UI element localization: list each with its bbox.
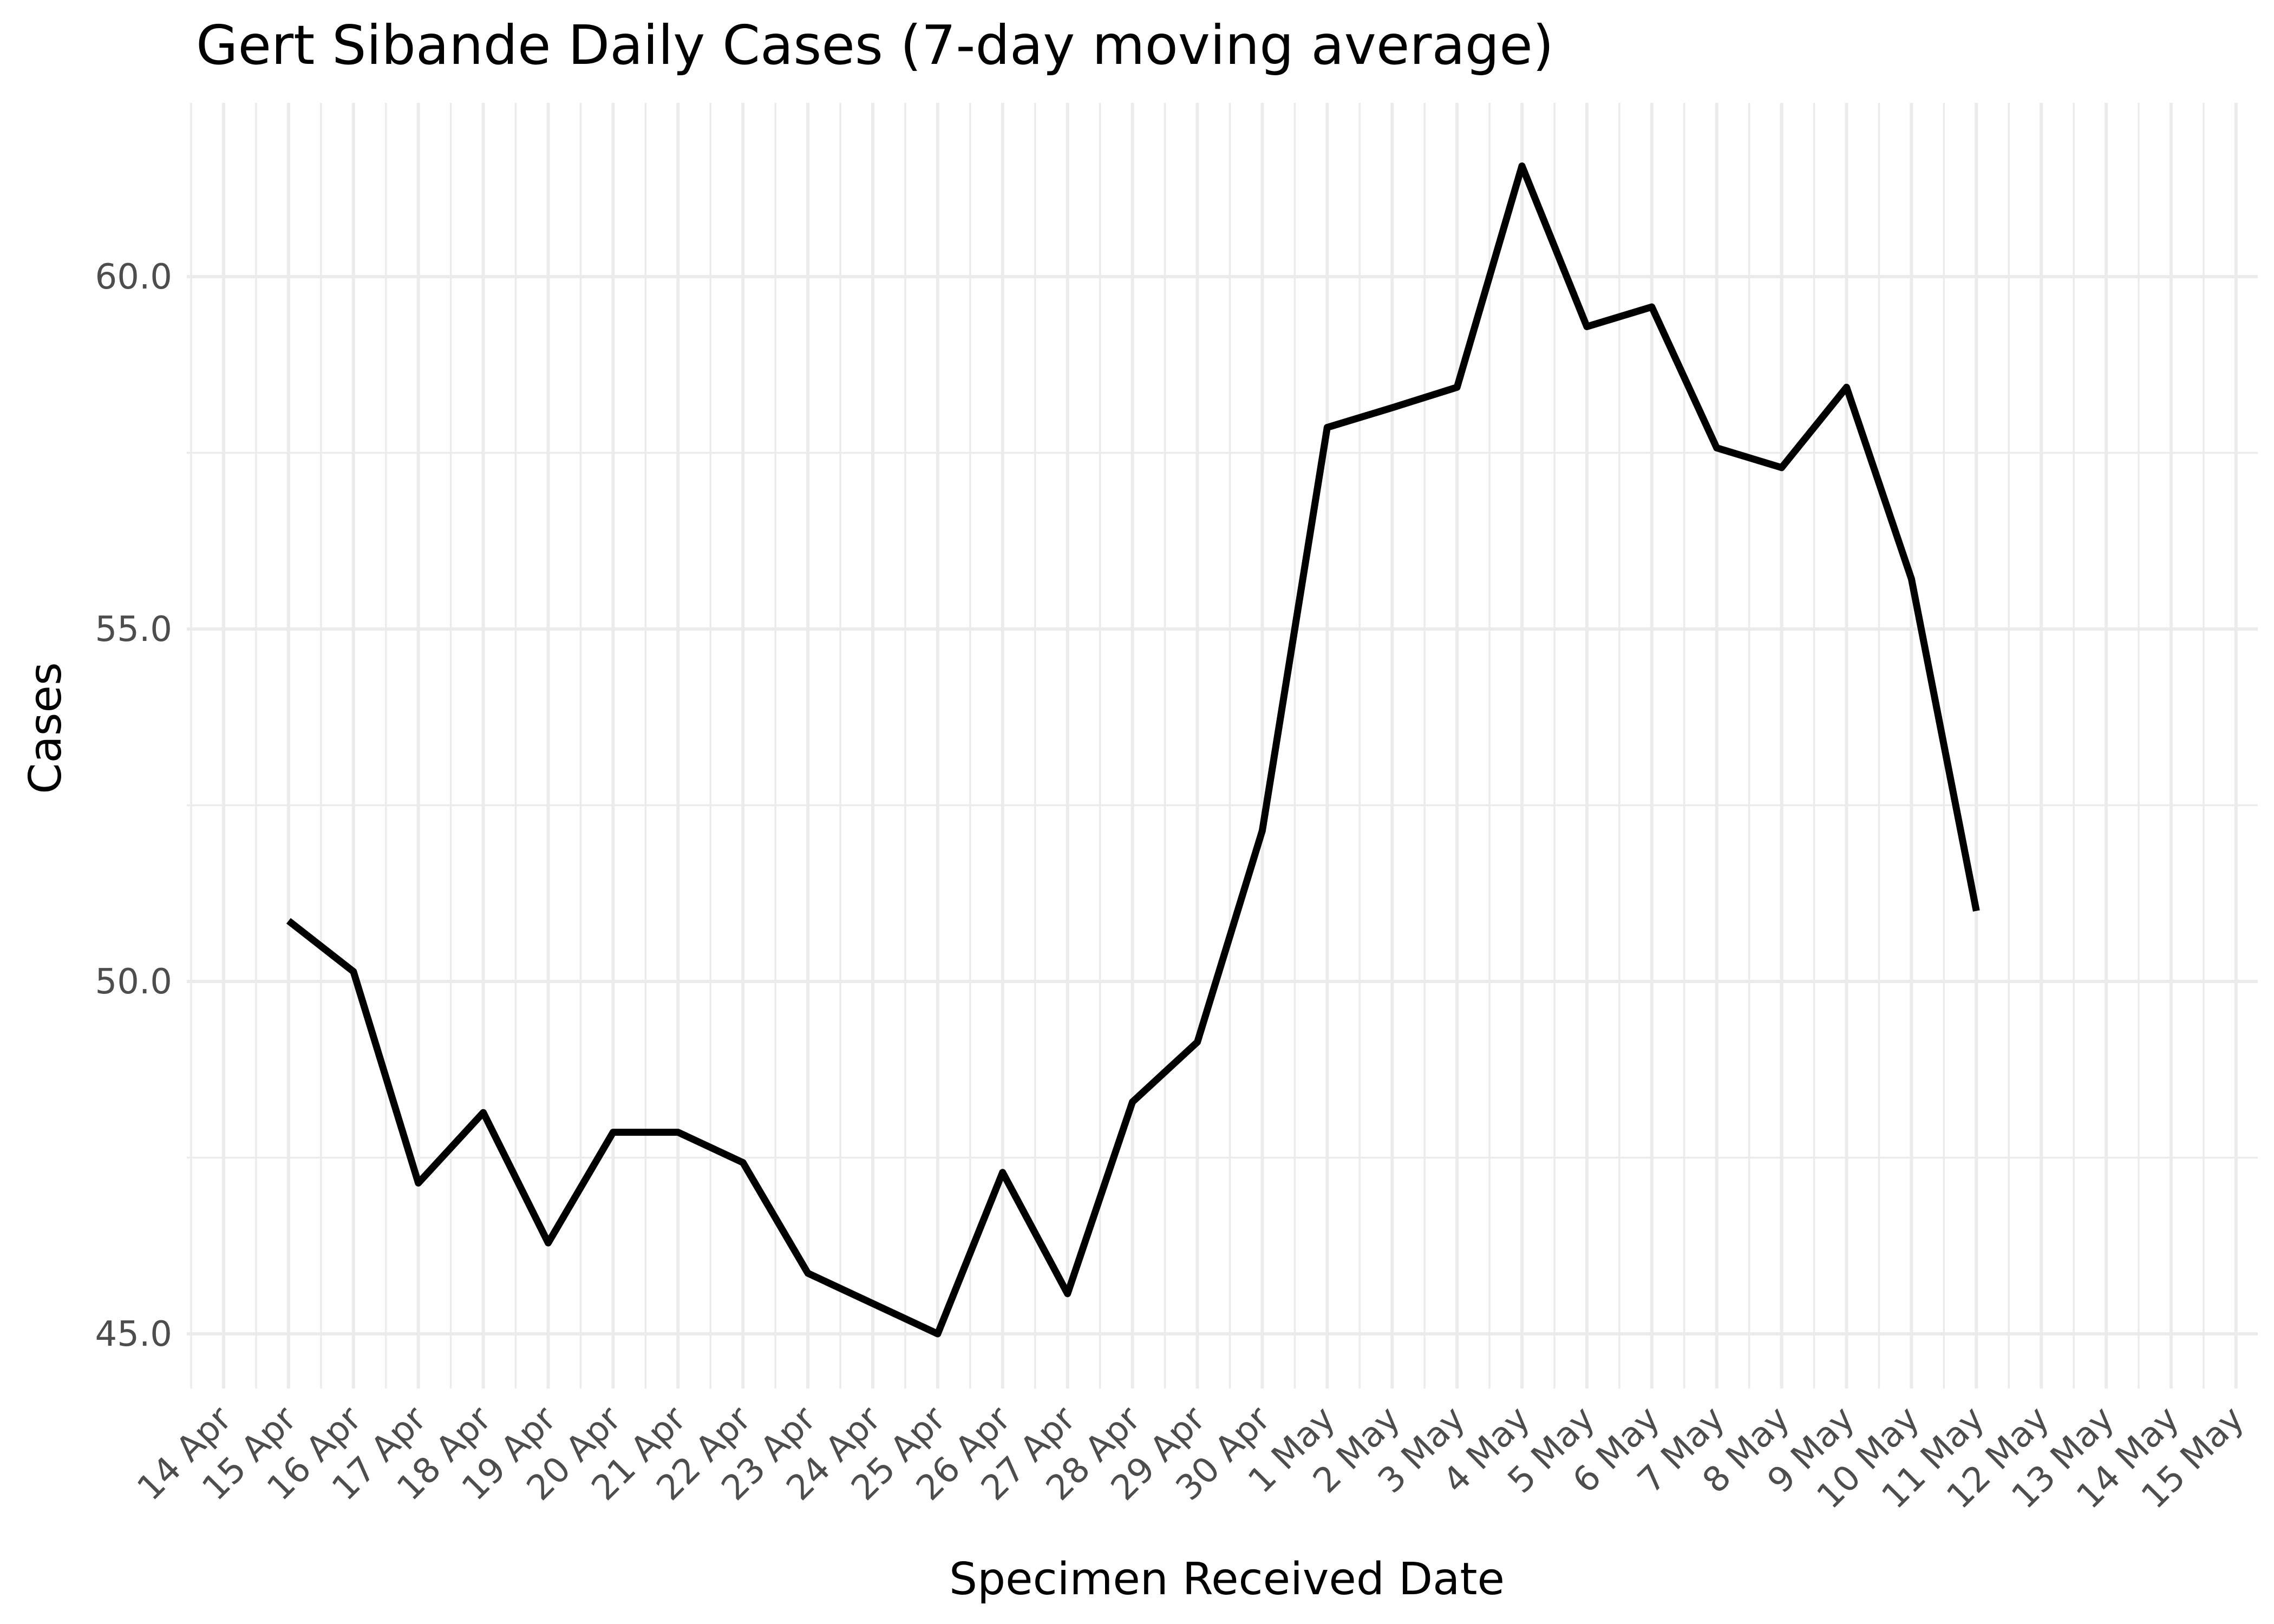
y-tick-label: 60.0	[95, 257, 173, 297]
y-tick-label: 55.0	[95, 610, 173, 650]
y-axis-title: Cases	[20, 662, 71, 794]
grid	[187, 103, 2258, 1389]
y-axis-ticks: 45.0 50.0 55.0 60.0	[95, 257, 173, 1354]
series-line	[286, 162, 1980, 1338]
y-tick-label: 50.0	[95, 962, 173, 1002]
x-axis-title: Specimen Received Date	[949, 1554, 1505, 1605]
y-tick-label: 45.0	[95, 1314, 173, 1354]
chart-title: Gert Sibande Daily Cases (7-day moving a…	[196, 14, 1554, 77]
